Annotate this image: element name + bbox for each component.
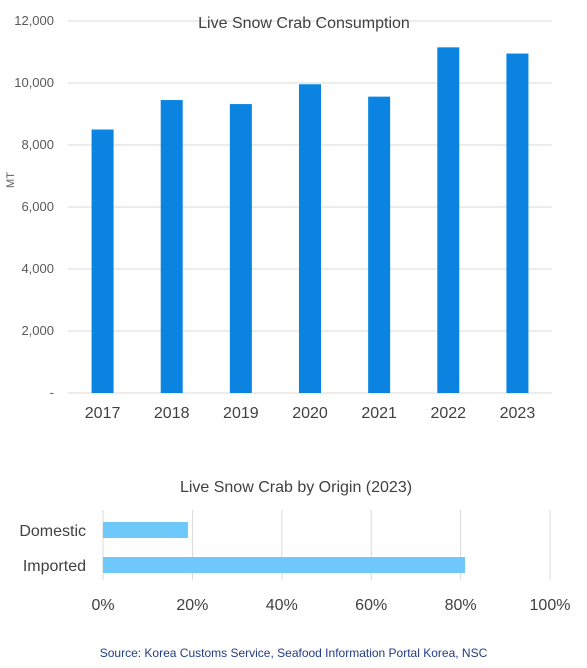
y-tick-label: 12,000 (14, 13, 54, 28)
x-tick-label: 80% (445, 597, 477, 614)
source-note: Source: Korea Customs Service, Seafood I… (99, 646, 488, 660)
x-tick-label: 2021 (361, 405, 397, 422)
y-tick-label: 2,000 (21, 323, 54, 338)
bar-imported (103, 557, 466, 573)
x-tick-label: 2023 (500, 405, 536, 422)
category-label: Imported (23, 558, 86, 575)
x-tick-label: 2018 (154, 405, 190, 422)
y-tick-label: - (50, 385, 54, 400)
consumption-chart: - 2,000 4,000 6,000 8,000 10,000 12,000 Live Sn… (5, 13, 552, 422)
chart-title: Live Snow Crab Consumption (198, 15, 410, 32)
x-tick-label: 60% (355, 597, 387, 614)
y-tick-label: 4,000 (21, 261, 54, 276)
x-tick-label: 0% (91, 597, 114, 614)
category-label: Domestic (19, 523, 86, 540)
x-tick-label: 40% (266, 597, 298, 614)
bar-2020 (299, 84, 321, 394)
bar-2017 (91, 129, 114, 393)
x-tick-label: 2020 (292, 405, 328, 422)
y-tick-label: 10,000 (14, 75, 54, 90)
x-tick-label: 2022 (430, 405, 466, 422)
bar-2019 (229, 104, 252, 393)
bar-2023 (506, 53, 529, 394)
chart-title: Live Snow Crab by Origin (2023) (180, 479, 412, 496)
bar-2018 (160, 100, 183, 394)
y-tick-label: 6,000 (21, 199, 54, 214)
x-tick-label: 100% (530, 597, 571, 614)
y-tick-label: 8,000 (21, 137, 54, 152)
bar-2021 (368, 96, 391, 393)
bar-domestic (103, 522, 188, 538)
bar-2022 (437, 47, 460, 393)
x-tick-label: 2017 (85, 405, 121, 422)
y-axis-label: MT (5, 172, 17, 188)
origin-chart: Live Snow Crab by Origin (2023) 0% 20% 40% 6… (19, 479, 571, 614)
x-tick-label: 2019 (223, 405, 259, 422)
x-tick-label: 20% (176, 597, 208, 614)
